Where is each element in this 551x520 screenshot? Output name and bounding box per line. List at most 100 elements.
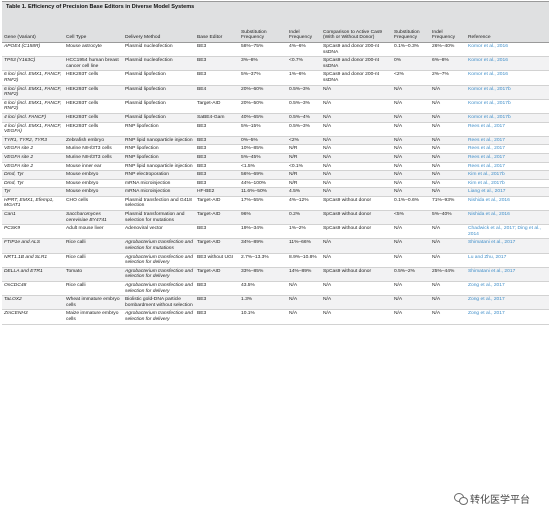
cell-substitution-frequency: 5%–45%: [239, 153, 287, 163]
header-gene: Gene (Variant): [2, 13, 64, 43]
cell-reference[interactable]: Zong et al., 2017: [466, 281, 549, 297]
cell-reference[interactable]: Rees et al., 2017: [466, 136, 549, 146]
watermark-text: 转化医学平台: [470, 495, 530, 506]
table-row: VEGFA site 2 Murine NIH/3T3 cells RNP lipo…: [2, 144, 549, 154]
cell-indel-frequency: 0.5%–3%: [287, 85, 321, 100]
cell-gene: APOE4 (C158R): [2, 42, 64, 58]
cell-cell-type: HEK293T cells: [64, 122, 123, 137]
cell-reference[interactable]: Rees et al., 2017: [466, 144, 549, 154]
cell-reference[interactable]: Lu and Zhu, 2017: [466, 253, 549, 268]
table-row: TaLOX2 Wheat immature embryo cells Biolist…: [2, 295, 549, 311]
cell-cas9-indel-frequency: 71%–93%: [430, 196, 466, 212]
cell-cas9-indel-frequency: 26%–40%: [430, 42, 466, 58]
cell-indel-frequency: N/R: [287, 144, 321, 154]
cell-reference[interactable]: Komor et al., 2016: [466, 56, 549, 72]
cell-comparison-cas9: N/A: [321, 253, 392, 268]
cell-substitution-frequency: 3%–8%: [239, 56, 287, 72]
cell-reference[interactable]: Chadwick et al., 2017; Ding et al., 2014: [466, 224, 549, 240]
cell-base-editor: BE3: [195, 70, 239, 86]
table-row: Can1 Saccharomyces cerevisiae BY4741 Plasm…: [2, 210, 549, 226]
cell-reference[interactable]: Kim et al., 2017b: [466, 179, 549, 189]
cell-indel-frequency: 0.2%: [287, 210, 321, 226]
cell-comparison-cas9: SpCas9 without donor: [321, 210, 392, 226]
cell-delivery-method: Agrobacterium transfection and selection…: [123, 281, 195, 297]
cell-cell-type: Mouse inner ear: [64, 162, 123, 172]
cell-substitution-frequency: 96%: [239, 210, 287, 226]
cell-base-editor: BE3: [195, 179, 239, 189]
cell-delivery-method: Plasmid lipofection: [123, 70, 195, 86]
cell-cas9-substitution-frequency: N/A: [392, 85, 430, 100]
cell-delivery-method: Agrobacterium transfection and selection…: [123, 238, 195, 254]
cell-base-editor: BE3 without UGI: [195, 253, 239, 268]
cell-cas9-substitution-frequency: N/A: [392, 309, 430, 325]
cell-gene: 6 loci (incl. EMX1, FANCF, RNF2): [2, 70, 64, 86]
cell-indel-frequency: 1%–2%: [287, 224, 321, 240]
cell-cell-type: Mouse embryo: [64, 179, 123, 189]
cell-reference[interactable]: Komor et al., 2016: [466, 42, 549, 58]
cell-substitution-frequency: 40%–65%: [239, 113, 287, 123]
cell-delivery-method: Plasmid lipofection: [123, 85, 195, 100]
cell-substitution-frequency: 33%–85%: [239, 267, 287, 283]
cell-reference[interactable]: Komor et al., 2017b: [466, 113, 549, 123]
cell-indel-frequency: N/A: [287, 281, 321, 297]
cell-cas9-substitution-frequency: 0%: [392, 56, 430, 72]
header-row: Gene (Variant) Cell Type Delivery Method…: [2, 13, 549, 43]
cell-cas9-substitution-frequency: 0.1%–0.6%: [392, 196, 430, 212]
cell-substitution-frequency: 43.5%: [239, 281, 287, 297]
table-row: VEGFA site 2 Murine NIH/3T3 cells RNP lipo…: [2, 153, 549, 163]
cell-cell-type: Mouse astrocyte: [64, 42, 123, 58]
cell-delivery-method: Agrobacterium transfection and selection…: [123, 309, 195, 325]
cell-reference[interactable]: Komor et al., 2016: [466, 70, 549, 86]
cell-cas9-substitution-frequency: N/A: [392, 136, 430, 146]
cell-cas9-indel-frequency: N/A: [430, 187, 466, 197]
cell-comparison-cas9: N/A: [321, 179, 392, 189]
cell-gene: DELLA and ETR1: [2, 267, 64, 283]
table-row: 6 loci (incl. EMX1, FANCF, RNF2) HEK293T …: [2, 85, 549, 100]
cell-delivery-method: RNP electroporation: [123, 170, 195, 180]
cell-gene: 4 loci (incl. FANCF): [2, 113, 64, 123]
cell-gene: NRT1.1B and SLR1: [2, 253, 64, 268]
cell-gene: FTIP1e and ALS: [2, 238, 64, 254]
cell-indel-frequency: N/R: [287, 153, 321, 163]
cell-indel-frequency: N/R: [287, 179, 321, 189]
cell-reference[interactable]: Nishida et al., 2016: [466, 196, 549, 212]
cell-cell-type: CHO cells: [64, 196, 123, 212]
cell-reference[interactable]: Komor et al., 2017b: [466, 85, 549, 100]
cell-reference[interactable]: Nishida et al., 2016: [466, 210, 549, 226]
cell-comparison-cas9: SpCas9 without donor: [321, 196, 392, 212]
cell-cas9-indel-frequency: N/A: [430, 281, 466, 297]
cell-base-editor: BE3: [195, 56, 239, 72]
cell-reference[interactable]: Zong et al., 2017: [466, 295, 549, 311]
cell-cas9-indel-frequency: N/A: [430, 295, 466, 311]
cell-indel-frequency: 4%–12%: [287, 196, 321, 212]
header-substitution-frequency: Substitution Frequency: [239, 13, 287, 43]
cell-reference[interactable]: Rees et al., 2017: [466, 162, 549, 172]
cell-delivery-method: Plasmid nucleofection: [123, 42, 195, 58]
cell-cas9-indel-frequency: 6%–8%: [430, 56, 466, 72]
cell-gene: HPRT, EMX1, Efemp1, MGAT1: [2, 196, 64, 212]
cell-cas9-indel-frequency: N/A: [430, 253, 466, 268]
cell-cell-type: HCC1954 human breast cancer cell line: [64, 56, 123, 72]
cell-reference[interactable]: Liang et al., 2017: [466, 187, 549, 197]
cell-reference[interactable]: Kim et al., 2017b: [466, 170, 549, 180]
cell-reference[interactable]: Shimatani et al., 2017: [466, 238, 549, 254]
cell-delivery-method: Adenoviral vector: [123, 224, 195, 240]
cell-cas9-indel-frequency: N/A: [430, 238, 466, 254]
cell-comparison-cas9: SpCas9 and donor 200-nt ssDNA: [321, 56, 392, 72]
cell-base-editor: BE3: [195, 136, 239, 146]
cell-cell-type: Rice calli: [64, 281, 123, 297]
cell-indel-frequency: <0.7%: [287, 56, 321, 72]
cell-base-editor: BE3: [195, 170, 239, 180]
cell-gene: VEGFA site 2: [2, 153, 64, 163]
cell-reference[interactable]: Shimatani et al., 2017: [466, 267, 549, 283]
cell-substitution-frequency: 56%–69%: [239, 170, 287, 180]
cell-reference[interactable]: Rees et al., 2017: [466, 153, 549, 163]
cell-reference[interactable]: Rees et al., 2017: [466, 122, 549, 137]
cell-cas9-substitution-frequency: <5%: [392, 210, 430, 226]
cell-base-editor: BE3: [195, 281, 239, 297]
cell-base-editor: BE3: [195, 153, 239, 163]
table-row: 4 loci (incl. FANCF) HEK293T cells Plasmid…: [2, 113, 549, 123]
cell-reference[interactable]: Zong et al., 2017: [466, 309, 549, 325]
cell-cas9-indel-frequency: N/A: [430, 162, 466, 172]
cell-reference[interactable]: Komor et al., 2017b: [466, 99, 549, 114]
